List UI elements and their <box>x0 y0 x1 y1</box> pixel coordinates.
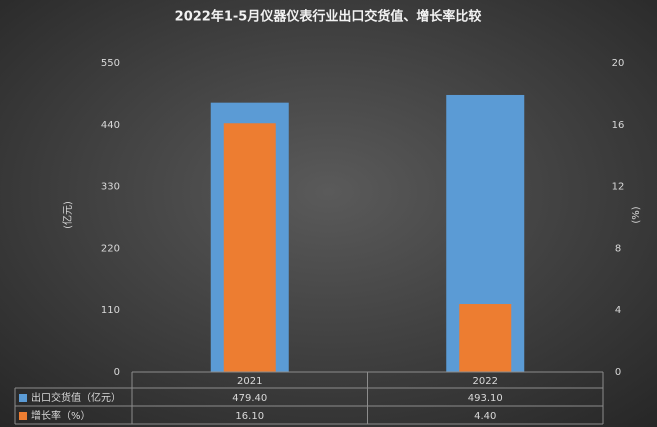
y2-tick-label: 16 <box>612 120 625 131</box>
y2-tick-label: 4 <box>615 305 621 316</box>
y-tick-label: 440 <box>101 120 120 131</box>
legend-label: 增长率（%） <box>31 409 91 422</box>
y-tick-label: 550 <box>101 58 120 69</box>
data-label: 479.40 <box>232 393 267 404</box>
y-tick-label: 0 <box>114 367 120 378</box>
legend-key <box>19 412 27 420</box>
data-label: 16.10 <box>235 411 264 422</box>
legend-label: 出口交货值（亿元） <box>31 391 121 404</box>
x-tick-label: 2021 <box>237 376 262 387</box>
y-tick-label: 220 <box>101 243 120 254</box>
bar <box>223 123 276 372</box>
y-axis-label: (亿元) <box>61 201 74 229</box>
y-tick-label: 110 <box>101 305 120 316</box>
bar <box>459 304 512 372</box>
legend-key <box>19 394 27 402</box>
y-tick-label: 330 <box>101 182 120 193</box>
y2-tick-label: 12 <box>612 182 625 193</box>
data-label: 493.10 <box>468 393 503 404</box>
x-tick-label: 2022 <box>473 376 498 387</box>
y2-tick-label: 20 <box>612 58 625 69</box>
y2-axis-label: (%) <box>631 206 642 223</box>
y2-tick-label: 8 <box>615 243 621 254</box>
data-label: 4.40 <box>474 411 496 422</box>
y2-tick-label: 0 <box>615 367 621 378</box>
chart-title: 2022年1-5月仪器仪表行业出口交货值、增长率比较 <box>175 9 482 25</box>
